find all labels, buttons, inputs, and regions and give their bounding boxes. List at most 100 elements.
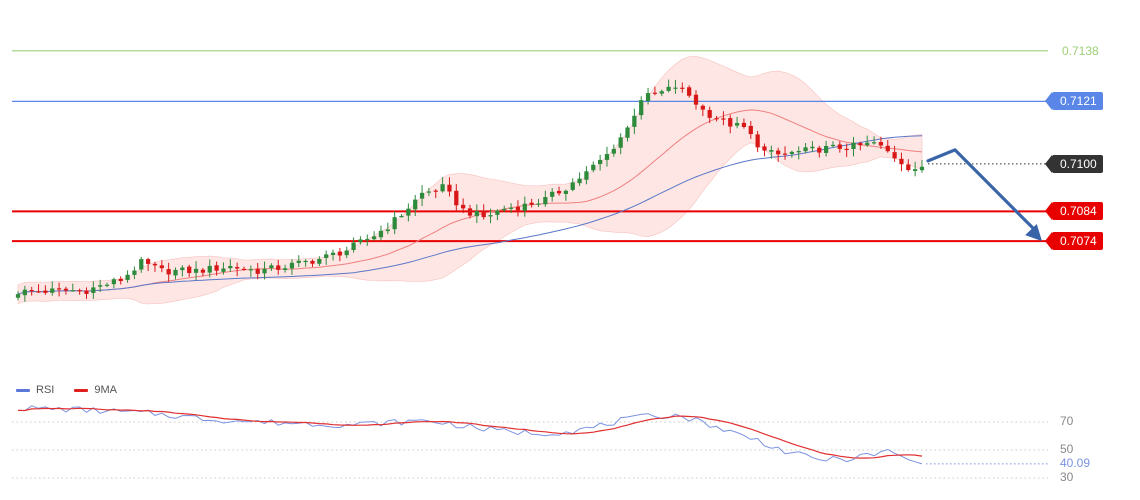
price-tag-label-0: 0.7138 [1062, 43, 1099, 58]
candle-body-117 [817, 147, 822, 153]
candle-body-123 [858, 143, 863, 146]
level-lines-group [12, 50, 1048, 243]
legend-item-9ma: 9MA [74, 384, 117, 396]
candle-body-66 [467, 208, 473, 216]
rsi-line [17, 405, 923, 465]
bollinger-band-group [17, 56, 923, 305]
candle-body-27 [200, 269, 206, 273]
bollinger-band [17, 56, 923, 305]
rsi-legend: RSI 9MA [16, 384, 117, 396]
candle-body-121 [844, 148, 849, 151]
candle-body-33 [241, 268, 247, 271]
candle-body-19 [145, 259, 151, 264]
candle-body-115 [803, 147, 808, 152]
candle-body-122 [851, 142, 856, 150]
candle-body-2 [29, 290, 34, 292]
candle-body-124 [865, 142, 870, 146]
candle-body-118 [823, 145, 829, 153]
candle-body-75 [529, 202, 534, 205]
price-tag-4: 0.7074 [1045, 232, 1103, 251]
candle-body-92 [645, 93, 651, 102]
candle-body-5 [50, 288, 55, 293]
forecast-arrow-line [926, 148, 1036, 231]
price-tag-label-1: 0.7121 [1060, 94, 1097, 109]
candle-body-47 [337, 251, 343, 256]
candle-body-76 [536, 203, 541, 205]
price-tag-1: 0.7121 [1045, 92, 1103, 111]
rsi-ref-label-70: 70 [1060, 414, 1074, 428]
candle-body-63 [447, 184, 452, 192]
candle-body-130 [906, 164, 911, 170]
legend-label-9ma: 9MA [94, 384, 117, 396]
candle-body-72 [508, 207, 514, 209]
candle-body-18 [139, 259, 144, 270]
candle-body-104 [728, 118, 733, 127]
candle-body-107 [748, 125, 753, 135]
candle-body-131 [913, 169, 918, 172]
price-tag-3: 0.7084 [1045, 202, 1103, 221]
candle-body-78 [550, 191, 555, 197]
candle-body-77 [543, 197, 548, 205]
candle-body-64 [454, 190, 459, 206]
candle-body-21 [159, 265, 164, 269]
candle-body-8 [70, 290, 75, 292]
candle-body-112 [782, 153, 788, 155]
candle-body-119 [830, 144, 836, 147]
candle-body-48 [344, 250, 349, 256]
candle-body-116 [810, 146, 815, 149]
candle-body-32 [235, 267, 240, 269]
candle-body-36 [262, 268, 267, 274]
candle-body-83 [584, 171, 589, 180]
candle-body-110 [769, 150, 774, 152]
candle-body-9 [77, 290, 82, 292]
candle-body-82 [577, 178, 582, 184]
rsi-ma-line [17, 407, 923, 459]
candle-body-113 [789, 151, 795, 154]
candle-body-106 [741, 122, 747, 127]
candle-body-86 [604, 154, 610, 160]
legend-item-rsi: RSI [16, 384, 54, 396]
candle-body-59 [419, 192, 425, 199]
candle-body-25 [187, 266, 192, 273]
price-tag-0: 0.7138 [1052, 42, 1105, 60]
candle-body-90 [632, 115, 637, 127]
candle-body-69 [488, 215, 493, 217]
candle-body-56 [399, 215, 404, 218]
candles-group [15, 79, 925, 302]
candle-body-4 [43, 290, 48, 293]
candle-body-38 [276, 265, 281, 270]
rsi-panel-group [0, 371, 1140, 479]
candle-body-93 [652, 92, 658, 94]
candle-body-71 [502, 208, 507, 211]
candle-body-46 [330, 252, 336, 255]
candle-body-100 [700, 105, 705, 110]
candle-body-132 [919, 166, 925, 171]
candle-body-22 [166, 269, 171, 275]
candle-body-61 [433, 190, 438, 192]
candle-body-52 [371, 236, 377, 240]
candle-body-17 [132, 270, 137, 275]
candle-body-14 [111, 279, 117, 285]
candle-body-88 [618, 137, 623, 148]
candle-body-54 [385, 229, 390, 232]
price-tag-label-2: 0.7100 [1060, 156, 1097, 171]
candle-body-42 [303, 260, 308, 263]
candle-body-31 [228, 265, 233, 269]
candle-body-7 [63, 288, 69, 291]
candle-body-65 [461, 204, 466, 209]
candle-body-109 [762, 146, 767, 151]
candle-body-6 [56, 288, 62, 290]
candle-body-105 [734, 122, 740, 126]
candle-body-79 [556, 190, 562, 194]
candle-body-84 [591, 164, 596, 171]
candle-body-44 [317, 259, 322, 264]
candle-body-111 [776, 150, 781, 155]
candle-body-26 [193, 268, 199, 273]
price-tag-label-3: 0.7084 [1060, 204, 1097, 219]
candle-body-102 [714, 118, 719, 120]
candle-body-11 [91, 287, 96, 293]
candle-body-23 [173, 269, 178, 276]
candle-body-28 [207, 265, 212, 273]
candle-body-20 [152, 263, 158, 266]
candle-body-3 [36, 291, 41, 293]
